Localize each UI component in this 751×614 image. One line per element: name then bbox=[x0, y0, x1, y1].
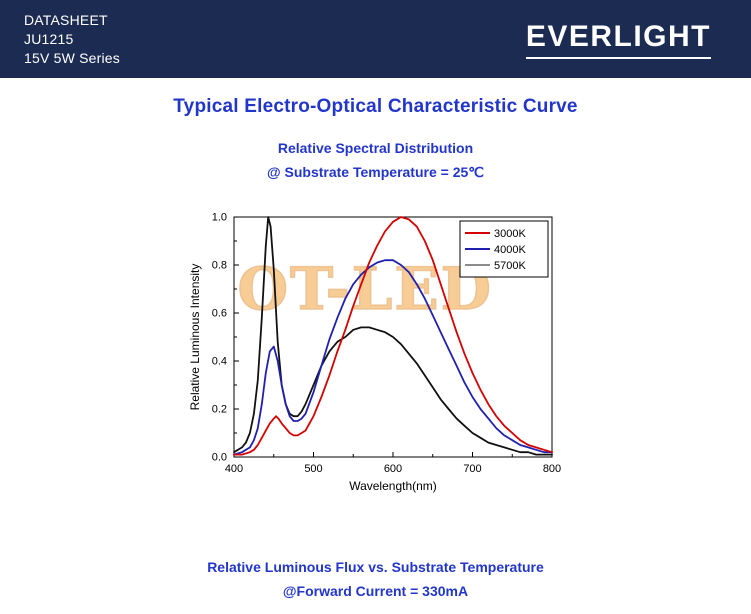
page-title: Typical Electro-Optical Characteristic C… bbox=[173, 96, 578, 117]
header-info: DATASHEET JU1215 15V 5W Series bbox=[24, 11, 120, 68]
svg-text:0.6: 0.6 bbox=[211, 308, 226, 320]
svg-text:3000K: 3000K bbox=[494, 228, 526, 240]
svg-text:600: 600 bbox=[383, 463, 401, 475]
svg-text:400: 400 bbox=[224, 463, 242, 475]
svg-text:5700K: 5700K bbox=[494, 260, 526, 272]
header-part-number: JU1215 bbox=[24, 30, 74, 47]
header-bar: DATASHEET JU1215 15V 5W Series EVERLIGHT bbox=[0, 0, 751, 78]
svg-text:800: 800 bbox=[542, 463, 560, 475]
svg-text:0.8: 0.8 bbox=[211, 260, 226, 272]
section1-title: Relative Spectral Distribution bbox=[277, 140, 474, 156]
section1-subtitle: @ Substrate Temperature = 25℃ bbox=[266, 164, 485, 180]
spectral-chart-svg: 400 500 600 700 800 0.0 0.2 0.4 0.6 0.8 1.0 Wavelen… bbox=[188, 212, 561, 494]
section2-subtitle: @Forward Current = 330mA bbox=[282, 583, 469, 599]
svg-text:500: 500 bbox=[304, 463, 322, 475]
header-series: 15V 5W Series bbox=[24, 49, 120, 66]
section2-title: Relative Luminous Flux vs. Substrate Tem… bbox=[207, 559, 544, 575]
header-datasheet-label: DATASHEET bbox=[24, 11, 108, 28]
spectral-chart: OT-LED 400 500 600 700 800 0.0 0.2 0.4 0.6 0.8 1.0… bbox=[186, 203, 566, 503]
svg-text:0.2: 0.2 bbox=[211, 404, 226, 416]
svg-text:Relative Luminous Intensity: Relative Luminous Intensity bbox=[188, 264, 202, 411]
svg-text:0.4: 0.4 bbox=[211, 356, 226, 368]
svg-text:4000K: 4000K bbox=[494, 244, 526, 256]
svg-text:Wavelength(nm): Wavelength(nm) bbox=[349, 479, 437, 493]
svg-text:700: 700 bbox=[463, 463, 481, 475]
svg-text:0.0: 0.0 bbox=[211, 452, 226, 464]
everlight-logo: EVERLIGHT bbox=[525, 20, 711, 59]
svg-text:1.0: 1.0 bbox=[211, 212, 226, 224]
